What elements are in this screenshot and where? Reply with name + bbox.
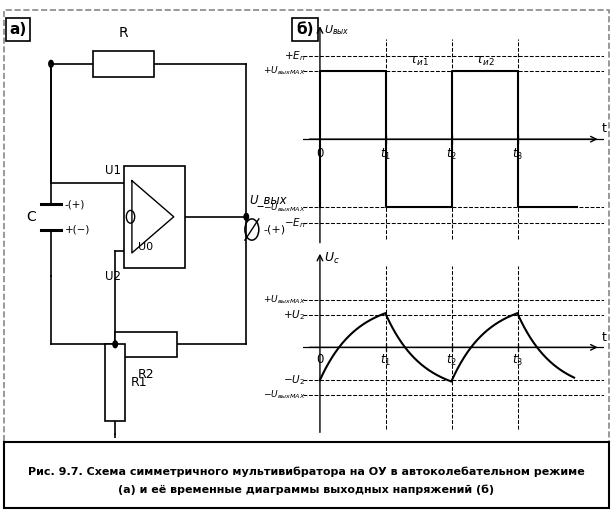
Text: $-U_{вых MAX}$: $-U_{вых MAX}$: [262, 389, 305, 401]
Circle shape: [49, 60, 53, 67]
Text: 0: 0: [316, 147, 324, 160]
Text: R: R: [119, 27, 128, 40]
Text: $U_{вых}$: $U_{вых}$: [324, 24, 349, 37]
Text: R2: R2: [137, 368, 154, 380]
Bar: [115, 332, 177, 357]
Text: U2: U2: [105, 270, 121, 283]
Text: $τ_{и2}$: $τ_{и2}$: [475, 55, 495, 68]
Text: а): а): [9, 22, 26, 37]
Text: U_вых: U_вых: [249, 194, 287, 206]
Bar: [124, 166, 185, 268]
Circle shape: [244, 214, 248, 220]
Text: 0: 0: [316, 353, 324, 367]
Bar: [93, 51, 154, 76]
Text: t: t: [602, 122, 607, 135]
Text: $-U_{вых MAX}$: $-U_{вых MAX}$: [262, 201, 305, 214]
Text: -(+): -(+): [263, 225, 285, 234]
Bar: [105, 344, 125, 421]
Text: $t_2$: $t_2$: [446, 147, 457, 162]
Text: U1: U1: [105, 163, 121, 177]
Text: $t_3$: $t_3$: [512, 353, 524, 369]
Bar: [4, 442, 609, 508]
Text: $-E_п$: $-E_п$: [284, 216, 305, 229]
Text: U0: U0: [139, 242, 153, 251]
Text: $t_1$: $t_1$: [381, 147, 392, 162]
Text: $t_1$: $t_1$: [381, 353, 392, 369]
Bar: [4, 10, 609, 442]
Text: Рис. 9.7. Схема симметричного мультивибратора на ОУ в автоколебательном режиме: Рис. 9.7. Схема симметричного мультивибр…: [28, 467, 584, 477]
Text: $+U_{вых MAX}$: $+U_{вых MAX}$: [262, 294, 305, 306]
Text: б): б): [296, 22, 314, 37]
Text: $τ_{и1}$: $τ_{и1}$: [409, 55, 429, 68]
Text: +(−): +(−): [65, 225, 90, 234]
Text: (а) и её временные диаграммы выходных напряжений (б): (а) и её временные диаграммы выходных на…: [118, 485, 494, 495]
Text: C: C: [26, 210, 36, 224]
Text: $U_c$: $U_c$: [324, 251, 340, 266]
Text: $+U_{вых MAX}$: $+U_{вых MAX}$: [262, 65, 305, 77]
Text: t: t: [602, 331, 607, 344]
Circle shape: [113, 341, 118, 348]
Text: -(+): -(+): [65, 199, 85, 209]
Text: $t_3$: $t_3$: [512, 147, 524, 162]
Text: R1: R1: [131, 376, 147, 389]
Text: $-U_2$: $-U_2$: [283, 373, 305, 387]
Text: $+E_п$: $+E_п$: [284, 49, 305, 62]
Text: $+U_2$: $+U_2$: [283, 308, 305, 322]
Text: $t_2$: $t_2$: [446, 353, 457, 369]
